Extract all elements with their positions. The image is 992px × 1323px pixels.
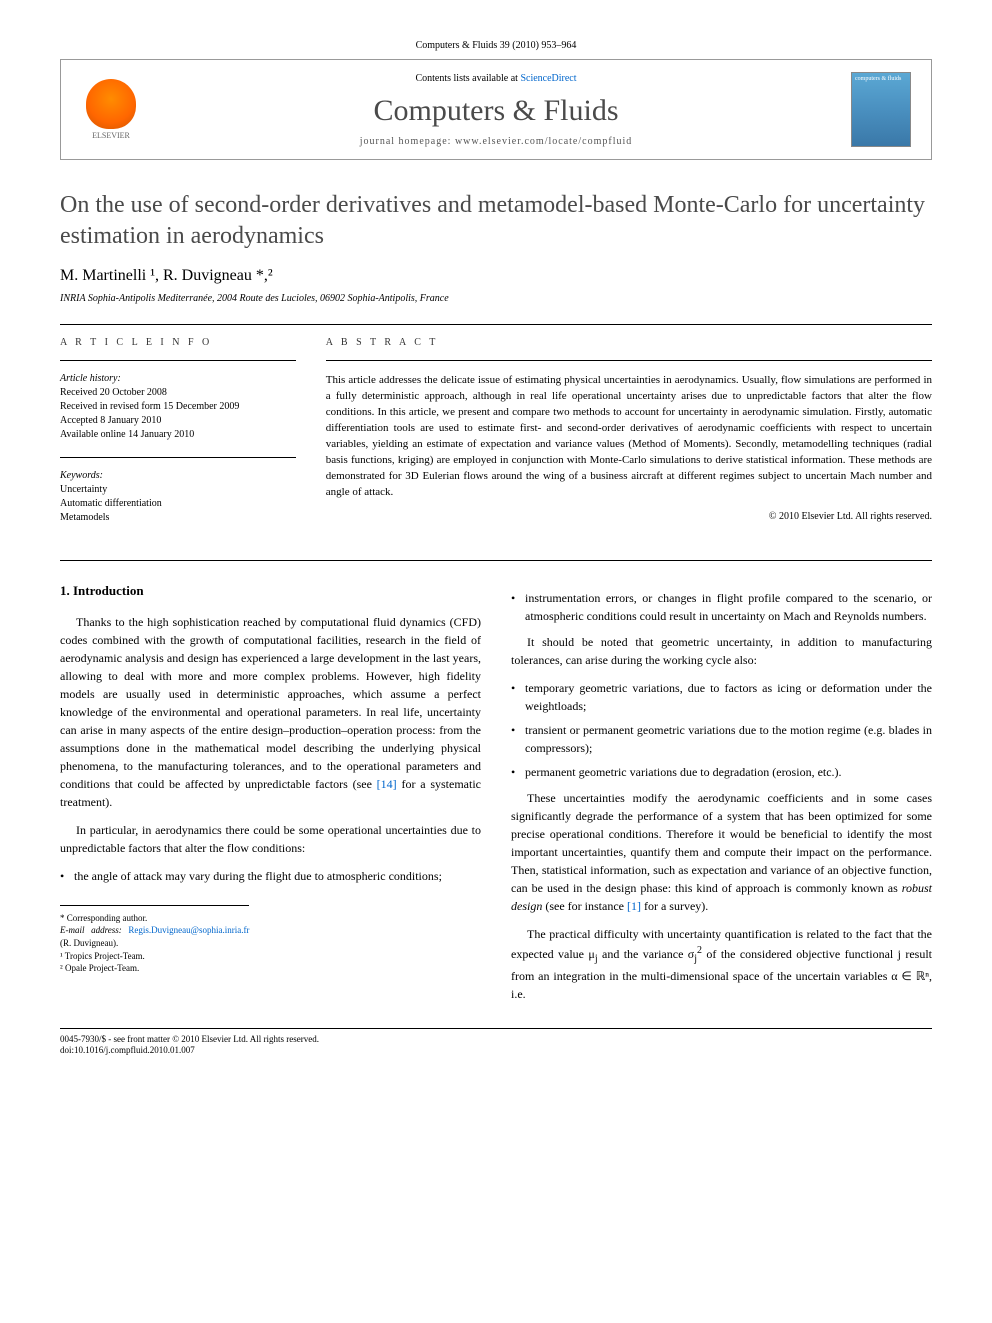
elsevier-logo: ELSEVIER [81,75,141,145]
affiliation: INRIA Sophia-Antipolis Mediterranée, 200… [60,293,932,304]
authors: M. Martinelli ¹, R. Duvigneau *,² [60,267,932,285]
intro-p1: Thanks to the high sophistication reache… [60,613,481,811]
journal-homepage: journal homepage: www.elsevier.com/locat… [141,136,851,147]
journal-reference: Computers & Fluids 39 (2010) 953–964 [60,40,932,51]
elsevier-label: ELSEVIER [92,131,130,140]
accepted-date: Accepted 8 January 2010 [60,414,296,428]
footnote-1: ¹ Tropics Project-Team. [60,950,249,963]
right-column: instrumentation errors, or changes in fl… [511,581,932,1012]
practical-difficulty-p: The practical difficulty with uncertaint… [511,925,932,1002]
homepage-prefix: journal homepage: [360,136,455,147]
p1-text: Thanks to the high sophistication reache… [60,615,481,791]
contents-line: Contents lists available at ScienceDirec… [141,73,851,84]
history-heading: Article history: [60,373,296,384]
footnotes: * Corresponding author. E-mail address: … [60,905,249,975]
ref-14-link[interactable]: [14] [377,777,397,791]
left-column: 1. Introduction Thanks to the high sophi… [60,581,481,1012]
keyword-2: Automatic differentiation [60,497,296,511]
email-tail: (R. Duvigneau). [60,938,118,948]
sciencedirect-header: ELSEVIER Contents lists available at Sci… [60,59,932,160]
received-date: Received 20 October 2008 [60,386,296,400]
email-line: E-mail address: Regis.Duvigneau@sophia.i… [60,924,249,949]
ref-1-link[interactable]: [1] [627,899,641,913]
corresponding-author: * Corresponding author. [60,912,249,925]
intro-p2: In particular, in aerodynamics there cou… [60,821,481,857]
journal-title: Computers & Fluids [141,94,851,128]
intro-heading: 1. Introduction [60,581,481,601]
abstract-label: A B S T R A C T [326,337,932,348]
contents-prefix: Contents lists available at [415,73,520,84]
article-info-label: A R T I C L E I N F O [60,337,296,348]
email-label: E-mail address: [60,925,128,935]
keyword-1: Uncertainty [60,483,296,497]
article-title: On the use of second-order derivatives a… [60,190,932,252]
divider-bottom [60,560,932,561]
bullet-temporary: temporary geometric variations, due to f… [511,679,932,715]
elsevier-tree-icon [86,79,136,129]
keywords-heading: Keywords: [60,470,296,481]
doi-line: doi:10.1016/j.compfluid.2010.01.007 [60,1045,932,1057]
abstract-copyright: © 2010 Elsevier Ltd. All rights reserved… [326,511,932,522]
bullet-permanent: permanent geometric variations due to de… [511,763,932,781]
p4-mid: (see for instance [542,899,627,913]
bottom-info: 0045-7930/$ - see front matter © 2010 El… [60,1028,932,1057]
bullet-instrumentation: instrumentation errors, or changes in fl… [511,589,932,625]
article-info-block: A R T I C L E I N F O Article history: R… [60,337,296,540]
email-link[interactable]: Regis.Duvigneau@sophia.inria.fr [128,925,249,935]
bullet-aoa: the angle of attack may vary during the … [60,867,481,885]
bullet-transient: transient or permanent geometric variati… [511,721,932,757]
divider-top [60,324,932,325]
abstract-block: A B S T R A C T This article addresses t… [326,337,932,540]
robust-design-p: These uncertainties modify the aerodynam… [511,789,932,915]
geom-intro: It should be noted that geometric uncert… [511,633,932,669]
revised-date: Received in revised form 15 December 200… [60,400,296,414]
online-date: Available online 14 January 2010 [60,428,296,442]
keyword-3: Metamodels [60,511,296,525]
homepage-url[interactable]: www.elsevier.com/locate/compfluid [455,136,632,147]
p4-tail: for a survey). [641,899,708,913]
p4-text: These uncertainties modify the aerodynam… [511,791,932,895]
journal-cover-thumbnail: computers & fluids [851,72,911,147]
issn-line: 0045-7930/$ - see front matter © 2010 El… [60,1034,932,1046]
footnote-2: ² Opale Project-Team. [60,962,249,975]
sciencedirect-link[interactable]: ScienceDirect [520,73,576,84]
abstract-text: This article addresses the delicate issu… [326,373,932,501]
p5b: and the variance σ [598,947,695,961]
